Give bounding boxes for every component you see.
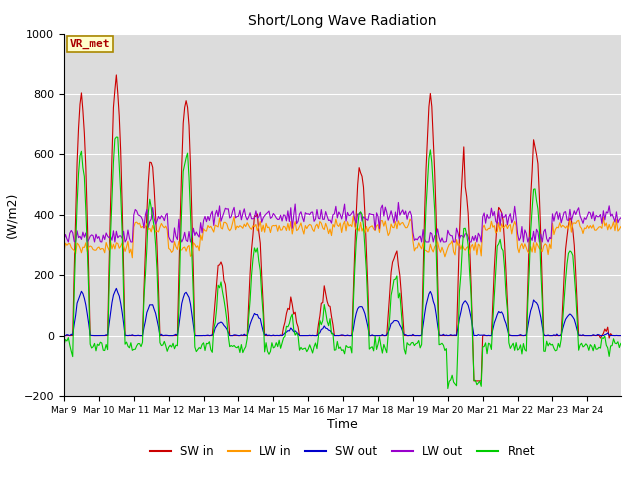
Rnet bbox=[617, 340, 625, 346]
Line: SW out: SW out bbox=[64, 288, 621, 336]
LW in bbox=[349, 213, 357, 218]
LW out bbox=[98, 239, 106, 245]
Rnet bbox=[543, 338, 550, 344]
LW in bbox=[97, 247, 104, 252]
SW out bbox=[60, 333, 68, 338]
LW out bbox=[65, 239, 72, 245]
LW in bbox=[460, 246, 468, 252]
Rnet bbox=[79, 165, 87, 170]
SW out bbox=[458, 302, 466, 308]
SW in bbox=[617, 333, 625, 338]
X-axis label: Time: Time bbox=[327, 418, 358, 431]
Rnet bbox=[60, 342, 68, 348]
LW out bbox=[394, 200, 402, 205]
LW out bbox=[460, 235, 468, 240]
Rnet bbox=[97, 339, 104, 345]
SW in bbox=[97, 333, 104, 338]
SW out bbox=[348, 333, 356, 338]
Line: SW in: SW in bbox=[64, 75, 621, 381]
SW out bbox=[541, 333, 549, 338]
SW in bbox=[543, 333, 550, 338]
SW out bbox=[614, 333, 621, 338]
LW in bbox=[79, 244, 87, 250]
LW in bbox=[543, 242, 550, 248]
LW out bbox=[348, 210, 356, 216]
LW in bbox=[129, 255, 136, 261]
SW out bbox=[617, 333, 625, 338]
SW out bbox=[113, 286, 120, 291]
Rnet bbox=[616, 345, 623, 350]
SW in bbox=[79, 108, 87, 113]
LW in bbox=[60, 249, 68, 255]
SW out bbox=[79, 291, 87, 297]
LW out bbox=[616, 216, 623, 222]
Rnet bbox=[113, 134, 120, 140]
SW out bbox=[97, 333, 104, 338]
SW in bbox=[458, 169, 466, 175]
SW in bbox=[60, 333, 68, 338]
LW out bbox=[543, 236, 550, 241]
Legend: SW in, LW in, SW out, LW out, Rnet: SW in, LW in, SW out, LW out, Rnet bbox=[145, 440, 540, 463]
SW in bbox=[616, 333, 623, 338]
SW in bbox=[348, 333, 356, 338]
Title: Short/Long Wave Radiation: Short/Long Wave Radiation bbox=[248, 14, 436, 28]
Text: VR_met: VR_met bbox=[70, 39, 110, 49]
LW out bbox=[81, 234, 88, 240]
LW in bbox=[617, 224, 625, 229]
LW in bbox=[616, 227, 623, 232]
Y-axis label: (W/m2): (W/m2) bbox=[5, 192, 18, 238]
Line: Rnet: Rnet bbox=[64, 137, 621, 388]
Rnet bbox=[444, 385, 452, 391]
SW in bbox=[470, 378, 478, 384]
LW out bbox=[617, 215, 625, 221]
LW out bbox=[60, 237, 68, 242]
SW in bbox=[113, 72, 120, 78]
Line: LW in: LW in bbox=[64, 216, 621, 258]
Rnet bbox=[348, 350, 356, 356]
LW in bbox=[348, 224, 356, 229]
Rnet bbox=[460, 226, 468, 231]
Line: LW out: LW out bbox=[64, 203, 621, 242]
